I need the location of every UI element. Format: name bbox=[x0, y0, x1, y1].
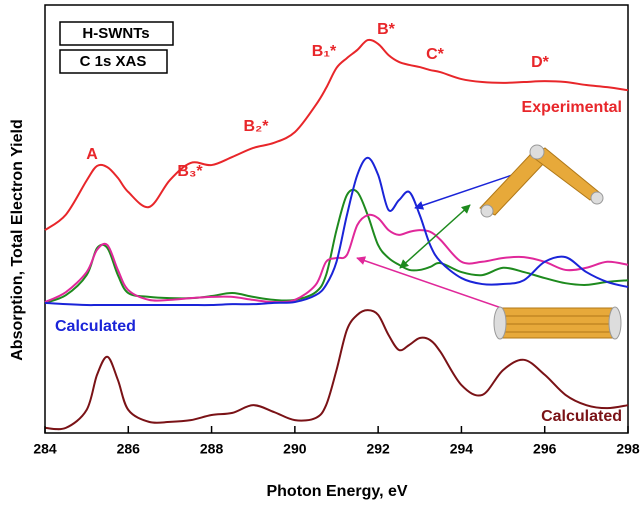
x-tick-label: 284 bbox=[33, 441, 57, 457]
y-axis-label: Absorption, Total Electron Yield bbox=[9, 119, 26, 361]
annotation: Calculated bbox=[55, 318, 136, 335]
line bbox=[44, 38, 629, 231]
x-axis-label: Photon Energy, eV bbox=[266, 483, 407, 500]
x-tick-label: 294 bbox=[450, 441, 474, 457]
x-tick-label: 298 bbox=[616, 441, 640, 457]
annotation: Experimental bbox=[522, 99, 622, 116]
line bbox=[44, 188, 629, 304]
label-box bbox=[59, 49, 168, 74]
annotation: B₃* bbox=[177, 163, 203, 180]
x-tick-label: 292 bbox=[366, 441, 390, 457]
box-label: H-SWNTs bbox=[82, 25, 149, 42]
x-tick-label: 286 bbox=[117, 441, 141, 457]
arrow bbox=[399, 204, 471, 269]
label-box bbox=[59, 21, 174, 46]
annotation: B* bbox=[377, 21, 396, 38]
x-tick-label: 296 bbox=[533, 441, 557, 457]
annotation: B₁* bbox=[312, 43, 337, 60]
annotation: D* bbox=[531, 54, 550, 71]
line bbox=[44, 309, 629, 431]
annotation: Calculated bbox=[541, 408, 622, 425]
annotation: C* bbox=[426, 46, 445, 63]
annotation: A bbox=[86, 146, 98, 163]
nanotube-icon bbox=[493, 306, 622, 340]
x-tick-label: 288 bbox=[200, 441, 224, 457]
arrow bbox=[414, 168, 528, 210]
x-tick-label: 290 bbox=[283, 441, 307, 457]
plot-frame bbox=[44, 4, 629, 434]
annotation: B₂* bbox=[244, 118, 270, 135]
nanotube-icon bbox=[479, 144, 604, 218]
box-label: C 1s XAS bbox=[80, 53, 147, 70]
